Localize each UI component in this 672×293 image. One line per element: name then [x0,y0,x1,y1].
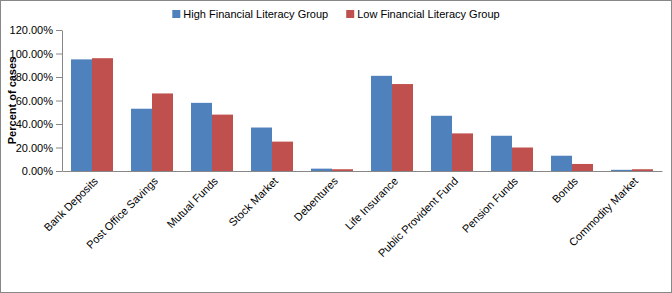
x-tick: Life Insurance [343,171,400,232]
bars [71,58,653,171]
y-axis-line [62,31,63,172]
x-tick-label: Commodity Market [566,175,640,249]
y-tick: 80.00% [16,71,62,83]
y-tick-mark [56,77,62,78]
x-tick-label: Public Provident Fund [376,175,461,260]
y-tick-label: 120.00% [10,24,54,36]
x-axis-line [63,171,663,172]
bar [551,156,572,171]
x-tick-label: Mutual Funds [165,174,221,230]
y-tick-label: 60.00% [16,95,54,107]
x-tick-label: Post Office Savings [84,174,161,251]
x-tick-label: Pension Funds [460,174,521,235]
bar [452,133,473,171]
bar-series [71,59,632,171]
x-tick: Pension Funds [460,171,521,235]
y-tick: 20.00% [16,142,62,154]
y-tick-mark [56,124,62,125]
y-tick-label: 40.00% [16,118,54,130]
x-tick: Public Provident Fund [376,171,461,259]
y-tick-label: 20.00% [16,142,54,154]
y-tick-label: 80.00% [16,71,54,83]
bar [371,76,392,171]
bar [71,59,92,171]
bar [512,148,533,172]
x-axis: Bank DepositsPost Office SavingsMutual F… [41,171,662,259]
legend-swatch [172,10,180,18]
y-tick: 120.00% [10,24,62,36]
y-tick: 40.00% [16,118,62,130]
x-tick-label: Debentures [291,174,340,223]
bar [311,169,332,171]
x-tick-label: Bank Deposits [41,174,100,233]
x-tick-label: Bonds [550,174,581,205]
y-tick-mark [56,54,62,55]
x-tick: Mutual Funds [165,171,221,230]
y-tick-mark [56,30,62,31]
bar [272,142,293,171]
x-tick-label: Stock Market [226,175,280,229]
y-tick: 60.00% [16,95,62,107]
legend-label: Low Financial Literacy Group [357,8,499,20]
y-tick-label: 0.00% [22,165,53,177]
legend-label: High Financial Literacy Group [183,8,328,20]
bar [611,170,632,171]
plot: 0.00%20.00%40.00%60.00%80.00%100.00%120.… [10,24,663,259]
y-tick-mark [56,171,62,172]
bar [191,103,212,171]
bar [131,109,152,171]
legend-item: Low Financial Literacy Group [346,8,499,20]
chart: 0.00%20.00%40.00%60.00%80.00%100.00%120.… [0,0,672,293]
legend-item: High Financial Literacy Group [172,8,328,20]
y-tick-mark [56,148,62,149]
bar [212,115,233,171]
y-axis-title: Percent of cases [6,57,18,144]
y-tick: 0.00% [22,165,62,177]
legend: High Financial Literacy Group Low Financi… [172,8,499,20]
bar [152,93,173,171]
y-tick-mark [56,101,62,102]
x-tick-label: Life Insurance [343,175,400,232]
bar [332,169,353,171]
x-tick: Bonds [550,171,581,205]
bar [251,128,272,171]
bar [632,169,653,171]
bar [491,136,512,171]
chart-frame [1,1,672,293]
bar [92,58,113,171]
x-tick: Post Office Savings [84,171,161,251]
x-tick: Debentures [291,171,340,223]
x-tick: Commodity Market [566,171,640,248]
bar-series [92,58,653,171]
legend-swatch [346,10,354,18]
x-tick: Stock Market [226,171,280,229]
bar [392,84,413,171]
bar [431,116,452,171]
bar [572,164,593,171]
x-tick: Bank Deposits [41,171,100,233]
